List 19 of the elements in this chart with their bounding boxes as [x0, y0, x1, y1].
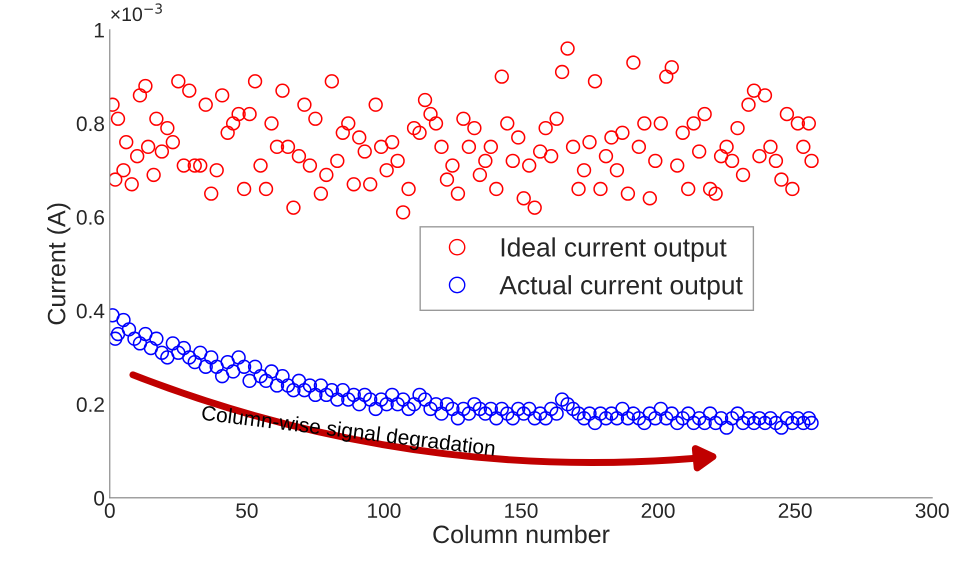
y-tick-label: 0.4	[76, 304, 104, 318]
y-tick-label: 0.2	[76, 397, 104, 412]
y-tick-label: 0.6	[76, 210, 104, 225]
y-tick-label: 0	[94, 490, 104, 506]
x-tick-label: 100	[368, 503, 400, 518]
x-tick-label: 50	[236, 503, 258, 518]
y-tick-label: 0.8	[76, 116, 104, 132]
x-axis-title: Column number	[433, 524, 610, 544]
x-tick-label: 0	[104, 503, 115, 518]
x-tick-label: 250	[778, 503, 812, 518]
x-tick-label: 150	[505, 503, 538, 518]
y-tick-label: 1	[94, 23, 104, 38]
text: ×10$^{−3}$	[111, 3, 162, 22]
legend-label: Ideal current output	[502, 237, 727, 262]
annotation: Column-wise signal degradation	[201, 404, 496, 460]
x-tick-label: 200	[642, 503, 675, 518]
x-tick-label: 300	[916, 503, 949, 518]
y-axis-title: Current (A)	[47, 204, 70, 324]
legend-label: Actual current output	[499, 275, 743, 300]
